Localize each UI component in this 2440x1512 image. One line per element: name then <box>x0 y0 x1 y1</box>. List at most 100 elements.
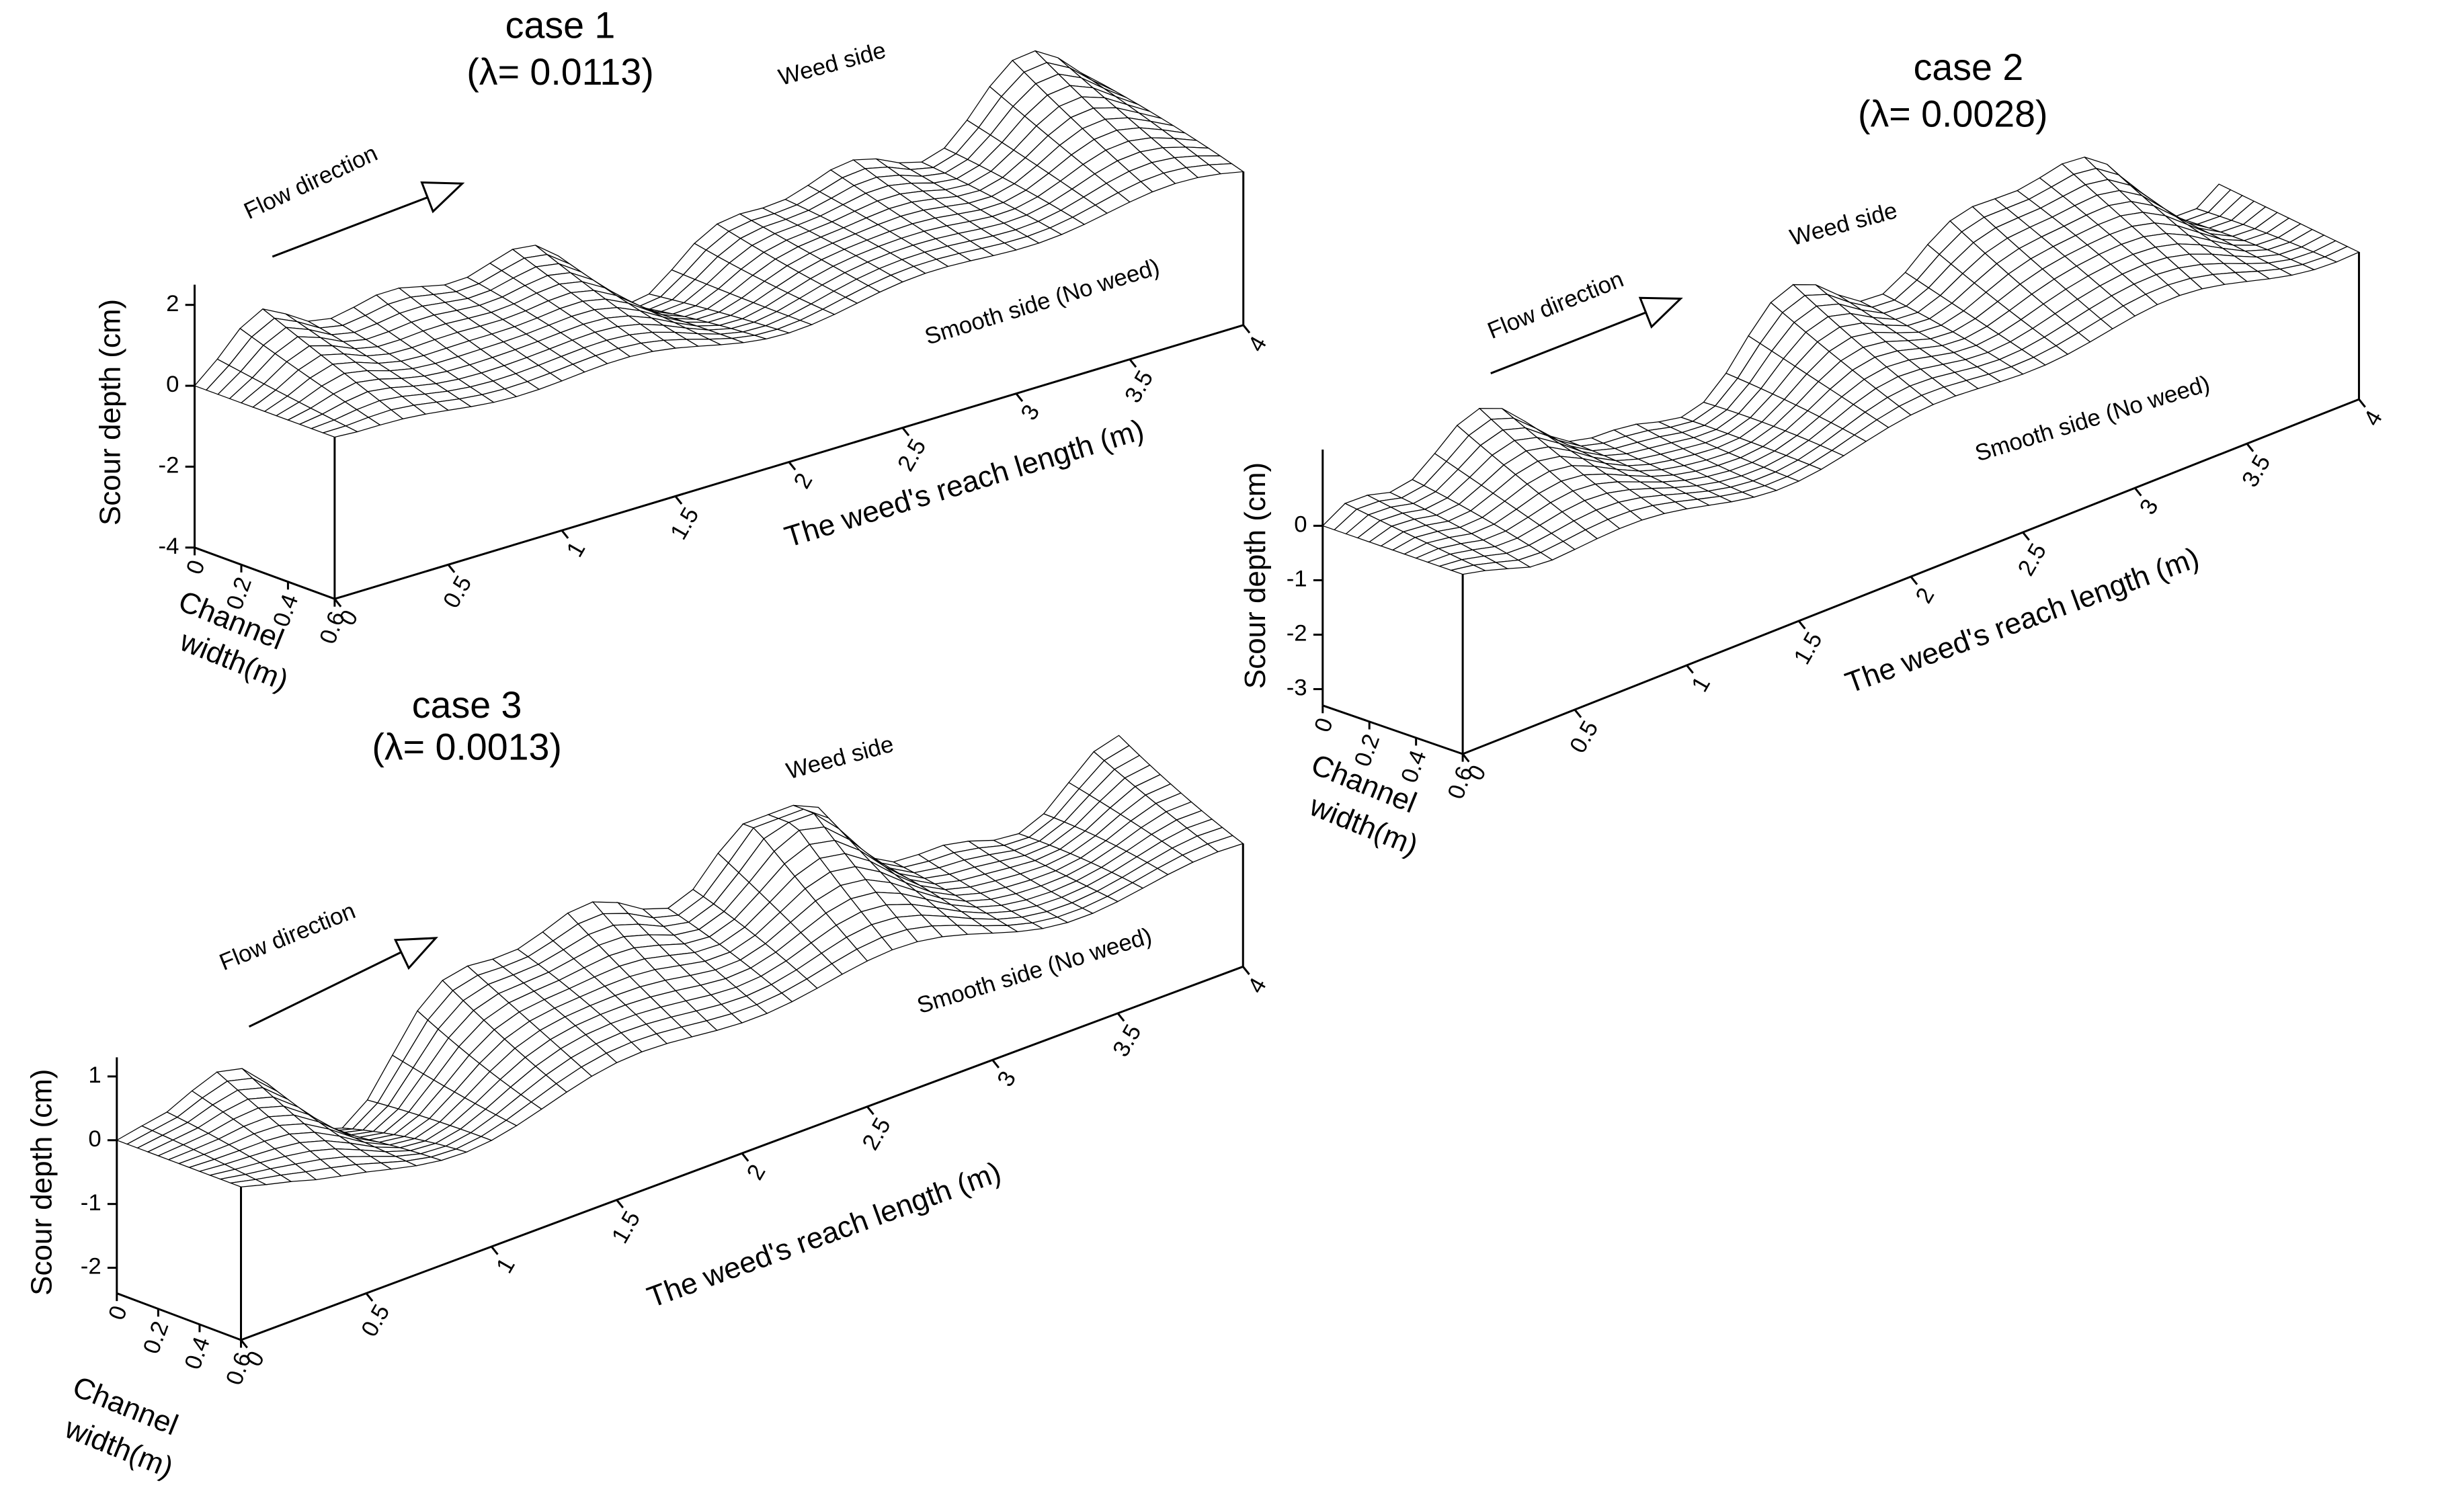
annotation: Smooth side (No weed) <box>922 254 1163 349</box>
x-tick-label: 1.5 <box>607 1207 645 1248</box>
z-tick-label: -4 <box>159 534 179 559</box>
x-tick <box>616 1199 624 1209</box>
z-tick-label: 0 <box>1294 512 1307 538</box>
x-tick <box>1015 392 1024 403</box>
x-tick <box>561 530 569 539</box>
y-tick-label: 0.4 <box>1397 747 1432 786</box>
x-tick <box>1574 709 1582 718</box>
x-tick-label: 0.5 <box>1565 716 1603 757</box>
x-tick <box>365 1292 374 1302</box>
annotation: Flow direction <box>240 140 381 224</box>
x-tick <box>866 1105 875 1116</box>
x-tick-label: 3.5 <box>2237 451 2275 492</box>
x-tick-label: 1 <box>1687 672 1716 696</box>
z-tick-label: -2 <box>81 1254 101 1279</box>
flow-arrowhead <box>393 937 438 970</box>
z-tick-label: 0 <box>166 372 179 397</box>
chart-subtitle: (λ= 0.0013) <box>372 726 562 767</box>
x-tick-label: 2 <box>742 1161 771 1185</box>
x-tick-label: 3 <box>2135 495 2164 519</box>
annotation: Flow direction <box>216 898 359 975</box>
z-tick-label: -2 <box>159 453 179 478</box>
x-axis-label: The weed's reach length (m) <box>781 413 1148 554</box>
x-tick <box>2133 487 2142 497</box>
z-tick-label: -1 <box>1287 566 1307 592</box>
annotation: Weed side <box>1787 198 1900 251</box>
x-tick <box>1910 576 1918 585</box>
x-tick-label: 1 <box>562 538 591 562</box>
x-tick-label: 2 <box>1911 584 1940 608</box>
x-tick-label: 2.5 <box>2013 540 2051 581</box>
x-tick <box>901 427 910 437</box>
x-tick <box>674 495 683 505</box>
z-tick-label: -1 <box>81 1190 101 1216</box>
flow-arrow <box>248 950 405 1028</box>
mesh-cell <box>230 1179 268 1187</box>
x-tick <box>447 564 456 573</box>
x-tick-label: 1.5 <box>1789 628 1828 669</box>
mesh-cell <box>321 425 359 438</box>
flow-arrow <box>272 195 432 258</box>
x-tick <box>991 1059 1000 1068</box>
chart-subtitle: (λ= 0.0028) <box>1858 93 2048 134</box>
x-tick-label: 0.5 <box>438 572 477 613</box>
y-tick-label: 0.4 <box>180 1334 215 1373</box>
x-tick-label: 0.5 <box>356 1300 395 1341</box>
z-tick-label: -2 <box>1287 621 1307 646</box>
x-tick <box>2246 443 2254 452</box>
z-tick-label: -3 <box>1287 675 1307 701</box>
x-tick <box>1242 324 1251 334</box>
surface-mesh <box>1321 157 2360 575</box>
z-axis-label: Scour depth (cm) <box>1239 462 1272 689</box>
y-axis <box>194 546 335 600</box>
y-tick-label: 0.2 <box>138 1318 173 1357</box>
annotation: Smooth side (No weed) <box>1972 371 2213 466</box>
x-tick-label: 2.5 <box>858 1114 896 1154</box>
flow-arrow <box>1490 310 1650 374</box>
y-tick-label: 0 <box>1310 714 1338 735</box>
y-tick-label: 0 <box>104 1302 132 1323</box>
x-tick <box>333 598 342 607</box>
z-tick-label: 0 <box>88 1126 101 1152</box>
x-tick <box>240 1339 248 1349</box>
z-tick-label: 1 <box>88 1062 101 1088</box>
x-tick <box>1242 966 1250 975</box>
x-tick <box>1686 665 1694 674</box>
x-tick <box>2022 532 2030 541</box>
x-tick-label: 3 <box>1016 401 1045 425</box>
x-tick <box>491 1246 499 1255</box>
x-tick <box>788 461 797 471</box>
x-tick-label: 2.5 <box>893 435 931 476</box>
x-tick <box>1129 358 1137 368</box>
chart-title: case 2 <box>1914 46 2024 88</box>
x-axis-label: The weed's reach length (m) <box>643 1156 1006 1314</box>
y-tick-label: 0 <box>181 557 210 578</box>
y-axis <box>1322 704 1463 755</box>
x-tick <box>2358 398 2366 408</box>
annotation: Weed side <box>776 38 889 91</box>
z-axis-label: Scour depth (cm) <box>26 1069 58 1296</box>
surface-mesh <box>116 734 1244 1187</box>
x-tick <box>1461 753 1470 763</box>
chart-title: case 3 <box>412 684 522 726</box>
chart-title: case 1 <box>505 4 616 46</box>
x-tick-label: 3.5 <box>1120 366 1158 407</box>
y-axis <box>116 1292 242 1341</box>
x-tick-label: 2 <box>789 469 818 493</box>
flow-arrowhead <box>420 181 465 214</box>
annotation: Weed side <box>784 731 897 784</box>
x-tick-label: 4 <box>1244 332 1272 356</box>
x-tick <box>1116 1012 1125 1022</box>
mesh-cell <box>1449 564 1487 575</box>
surface-mesh <box>194 50 1245 438</box>
annotation: Flow direction <box>1484 267 1627 344</box>
annotation: Smooth side (No weed) <box>914 923 1155 1019</box>
x-tick-label: 3 <box>993 1067 1022 1091</box>
x-tick-label: 3.5 <box>1108 1020 1147 1061</box>
x-tick-label: 1 <box>491 1254 520 1278</box>
z-tick-label: 2 <box>166 291 179 317</box>
